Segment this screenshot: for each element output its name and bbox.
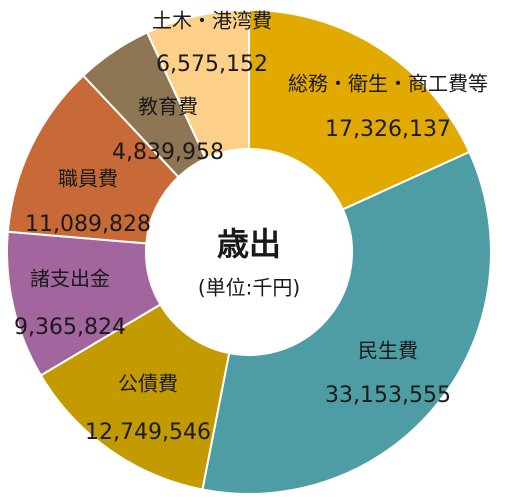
segment-label: 職員費 (58, 167, 118, 191)
segment-label: 諸支出金 (30, 267, 110, 291)
chart-title: 歳出 (217, 225, 281, 263)
value-label: 6,575,152 (156, 52, 268, 77)
segment-label: 民生費 (358, 339, 418, 363)
chart-subtitle: (単位:千円) (198, 276, 300, 300)
donut-segment (39, 303, 231, 491)
segment-label: 総務・衛生・商工費等 (288, 72, 488, 96)
value-label: 33,153,555 (325, 383, 451, 408)
segment-label: 教育費 (138, 95, 198, 119)
value-label: 11,089,828 (25, 212, 151, 237)
value-label: 9,365,824 (14, 315, 126, 340)
value-label: 17,326,137 (325, 117, 451, 142)
value-label: 4,839,958 (112, 140, 224, 165)
donut-segment (145, 8, 250, 160)
donut-segment (248, 8, 471, 211)
segment-label: 公債費 (118, 372, 178, 396)
value-label: 12,749,546 (85, 420, 211, 445)
donut-segment (6, 74, 180, 245)
donut-segment (201, 150, 492, 495)
segment-label: 土木・港湾費 (152, 9, 272, 33)
